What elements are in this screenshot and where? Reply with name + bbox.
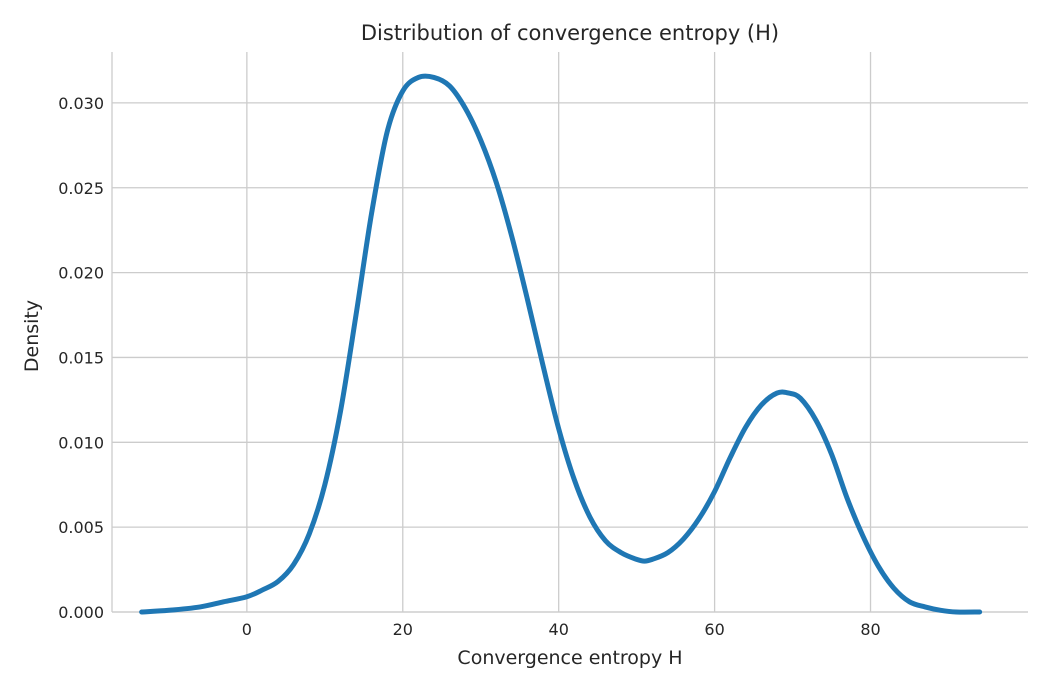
x-tick-label: 40 [549, 620, 569, 639]
series-group [139, 73, 983, 615]
y-tick-label: 0.015 [58, 348, 104, 367]
y-axis-label: Density [21, 300, 43, 372]
x-tick-label: 0 [242, 620, 252, 639]
y-tick-label: 0.025 [58, 179, 104, 198]
x-axis-label: Convergence entropy H [457, 647, 682, 669]
x-tick-label: 20 [393, 620, 413, 639]
x-tick-label: 80 [860, 620, 880, 639]
y-tick-label: 0.010 [58, 433, 104, 452]
y-axis-ticks: 0.000 0.005 0.010 0.015 0.020 0.025 0.030 [58, 94, 104, 622]
x-tick-label: 60 [704, 620, 724, 639]
x-axis-ticks: 0 20 40 60 80 [242, 620, 881, 639]
y-tick-label: 0.005 [58, 518, 104, 537]
y-tick-label: 0.020 [58, 264, 104, 283]
axes-spines [111, 52, 1028, 613]
y-tick-label: 0.030 [58, 94, 104, 113]
y-tick-label: 0.000 [58, 603, 104, 622]
chart-title: Distribution of convergence entropy (H) [361, 21, 779, 45]
density-curve [139, 73, 983, 615]
grid [112, 52, 1028, 613]
